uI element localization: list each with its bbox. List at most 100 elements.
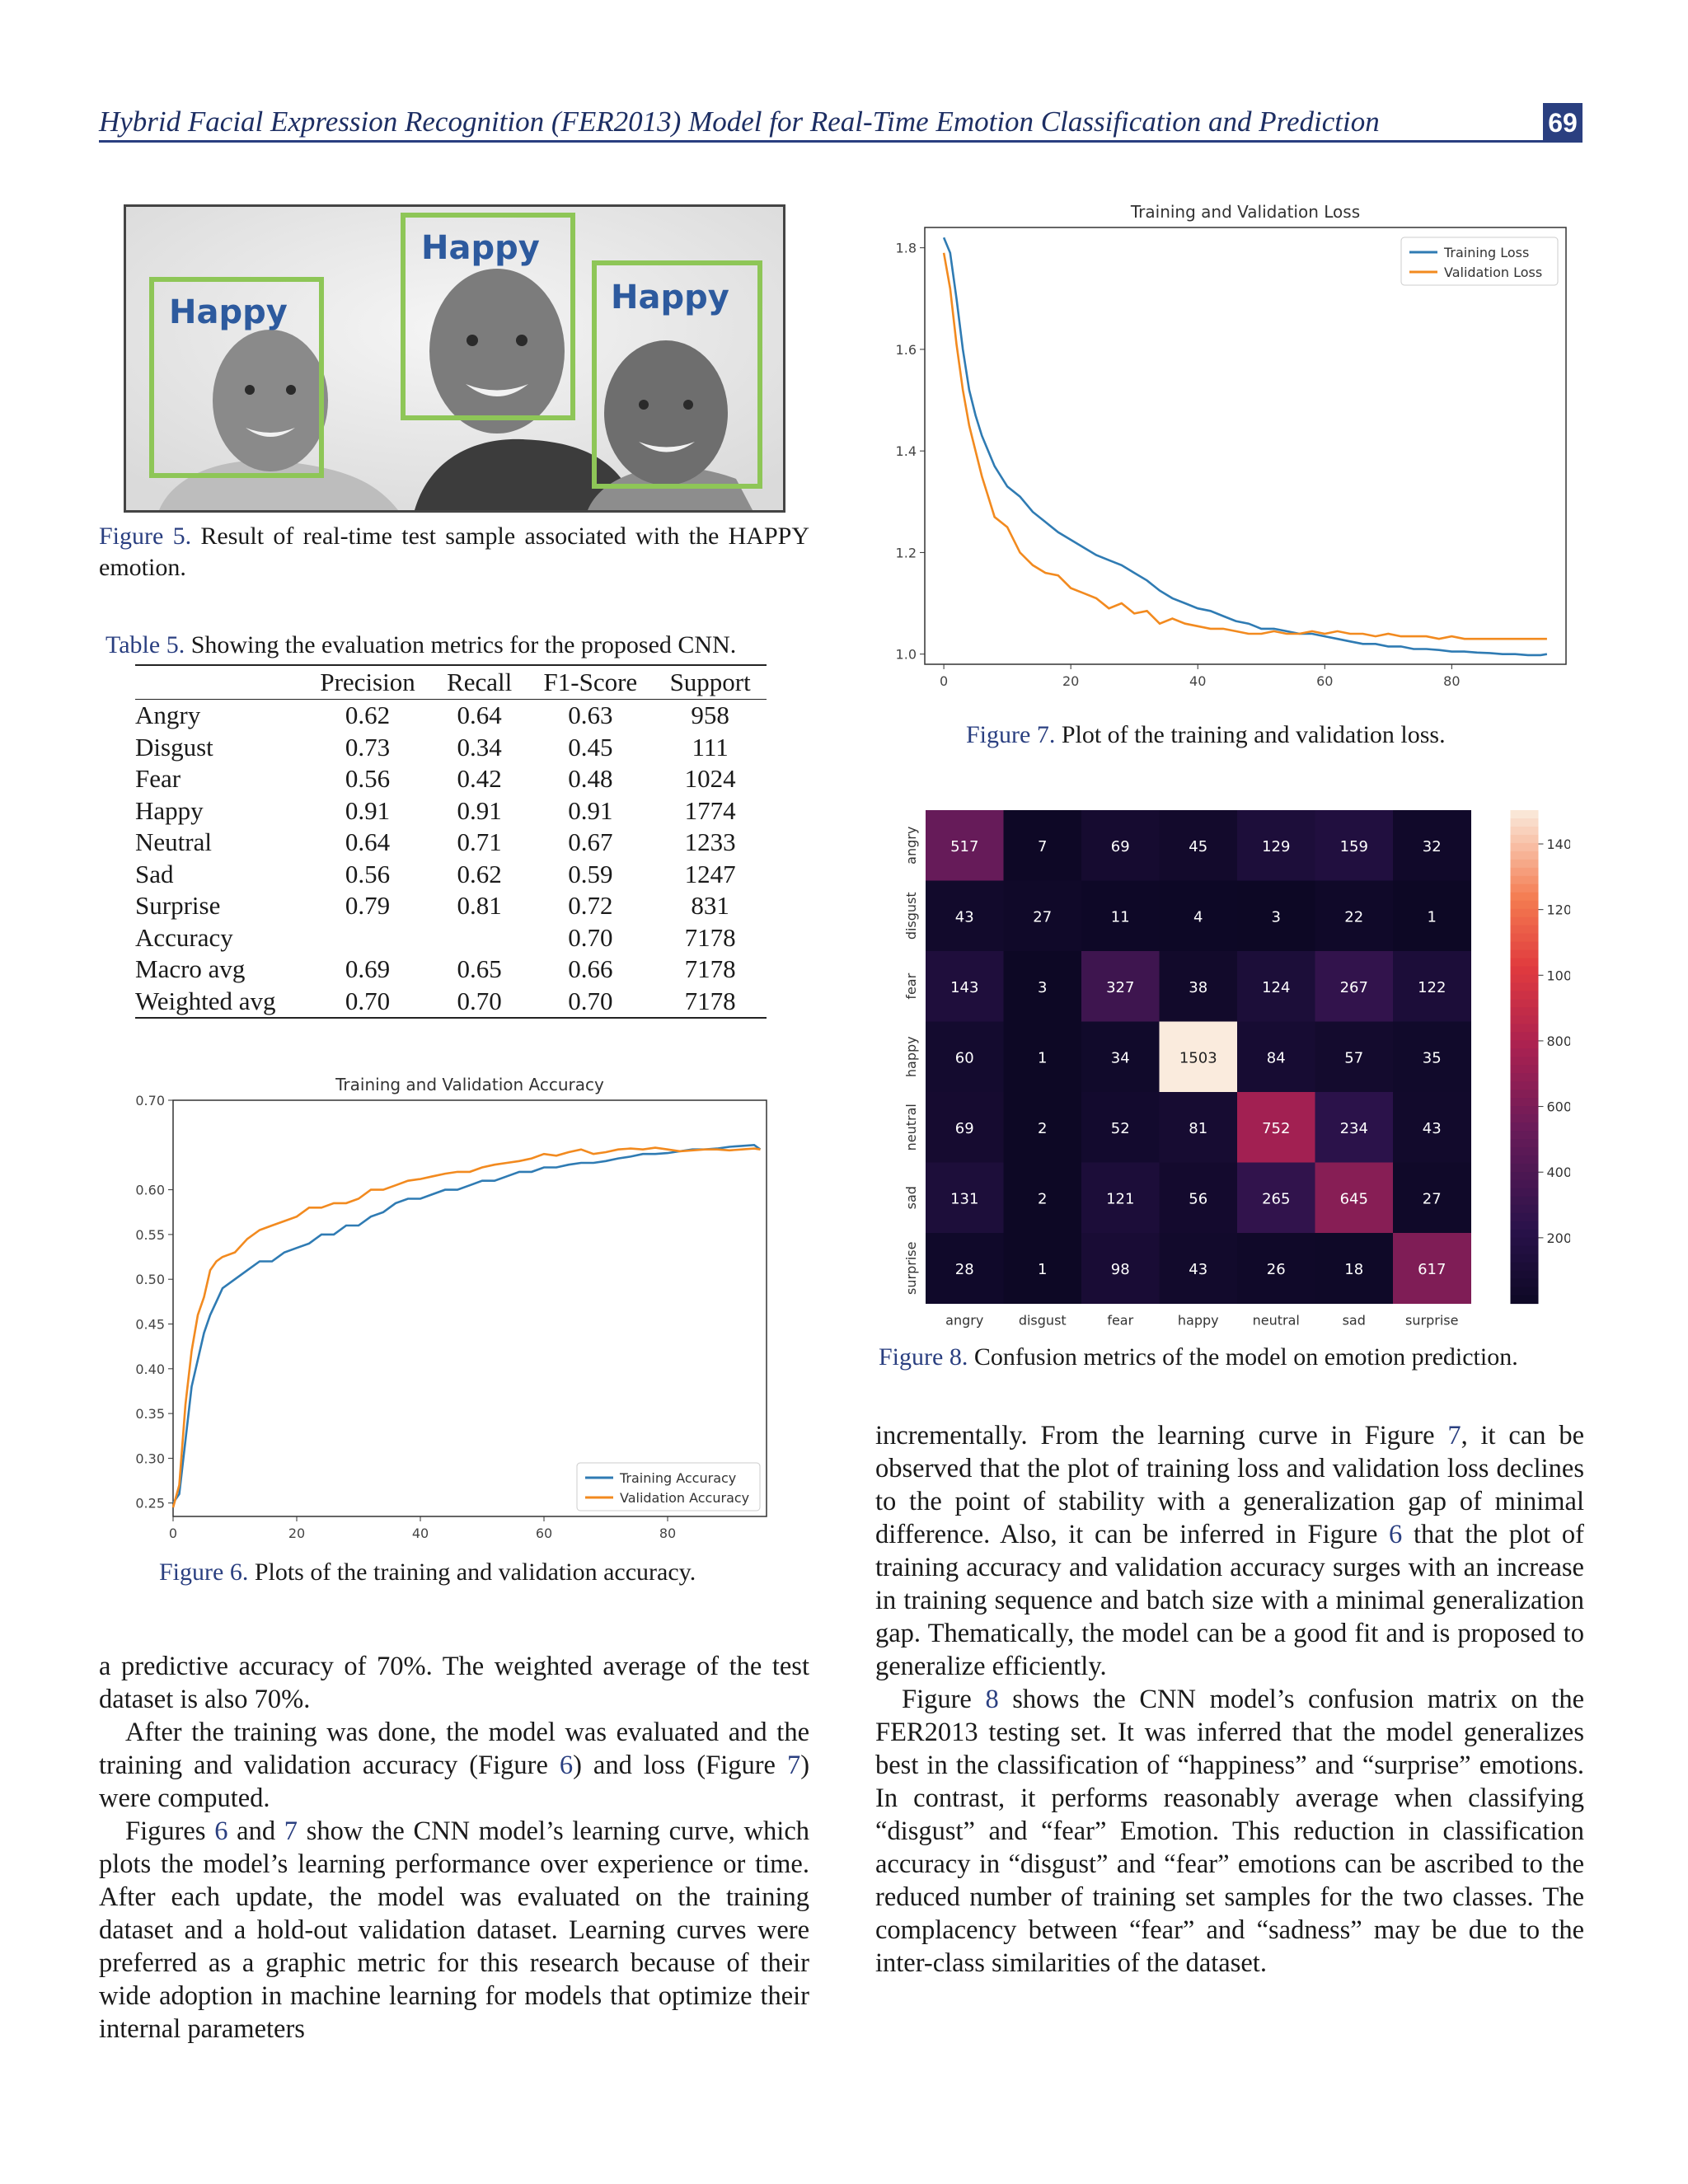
face-box-1 — [149, 277, 324, 478]
loss-chart: Training and Validation Loss 1.0 1.2 1.4 1.6… — [896, 202, 1567, 689]
table-cell: 1774 — [684, 795, 736, 825]
heatmap-cell — [1237, 1092, 1315, 1163]
table-row: Accuracy 0.70 7178 — [135, 922, 767, 954]
table-row: Angry 0.62 0.64 0.63 958 — [135, 700, 767, 732]
heatmap-cell — [1159, 810, 1238, 881]
cell-value: 43 — [1189, 1261, 1207, 1278]
cell-value: 7 — [1038, 838, 1047, 855]
colorbar-tick-label: 400 — [1547, 1165, 1571, 1180]
y-tick-label: 0.35 — [135, 1406, 165, 1422]
figure8-caption-text: Confusion metrics of the model on emotio… — [968, 1343, 1518, 1371]
legend-label: Training Loss — [1443, 245, 1529, 260]
cell-value: 43 — [1423, 1120, 1442, 1137]
figure-ref-link[interactable]: 7 — [1447, 1421, 1461, 1451]
colorbar-segment — [1510, 1146, 1539, 1156]
face-2-features — [466, 335, 528, 396]
figure-ref-link[interactable]: 6 — [559, 1750, 574, 1780]
table-cell: 0.70 — [345, 986, 391, 1015]
colorbar-segment — [1510, 982, 1539, 992]
heatmap-cell — [1159, 1162, 1238, 1234]
y-tick-label: 1.6 — [896, 342, 917, 358]
colorbar-segment — [1510, 867, 1539, 877]
table-cell: 958 — [691, 701, 729, 730]
heatmap-cell — [1393, 1092, 1471, 1163]
heatmap-cell — [1237, 1162, 1315, 1234]
figure-ref-link[interactable]: 7 — [284, 1816, 298, 1846]
heatmap-cell — [1315, 1162, 1394, 1234]
x-tick-label: 60 — [536, 1526, 552, 1541]
colorbar-segment — [1510, 991, 1539, 1001]
legend-box — [576, 1462, 761, 1511]
table-cell: 111 — [692, 732, 729, 762]
table-cell: 0.72 — [568, 891, 613, 921]
figure7-caption-label: Figure 7. — [966, 721, 1056, 748]
table-cell: 0.45 — [568, 732, 613, 762]
table-cell: 0.42 — [457, 764, 502, 794]
table-row: Surprise 0.79 0.81 0.72 831 — [135, 890, 767, 922]
cell-value: 43 — [955, 908, 974, 926]
y-tick-label: 1.2 — [896, 545, 917, 560]
cell-value: 32 — [1423, 838, 1442, 855]
y-tick-label: 1.4 — [896, 443, 917, 459]
figure-ref-link[interactable]: 7 — [786, 1750, 801, 1780]
table-cell: Disgust — [135, 732, 213, 762]
y-tick-label: 1.8 — [896, 241, 917, 256]
cell-value: 35 — [1423, 1049, 1442, 1066]
heatmap-cell — [1237, 880, 1315, 952]
figure-ref-link[interactable]: 6 — [1389, 1520, 1403, 1549]
colorbar-segment — [1510, 1057, 1539, 1066]
heatmap-cell — [1003, 880, 1082, 952]
colorbar-segment — [1510, 1131, 1539, 1140]
table-cell: 0.62 — [345, 701, 391, 730]
heatmap-cell — [1003, 1233, 1082, 1304]
colorbar-segment — [1510, 900, 1539, 910]
running-title: Hybrid Facial Expression Recognition (FE… — [99, 105, 1380, 138]
colorbar-segment — [1510, 999, 1539, 1008]
cell-value: 3 — [1038, 979, 1047, 996]
text-run: ) were computed. — [99, 1750, 810, 1813]
heatmap-cell — [926, 1021, 1004, 1093]
x-axis-label: fear — [1107, 1313, 1133, 1329]
y-axis-label: fear — [903, 972, 919, 999]
x-tick-label: 20 — [1062, 673, 1079, 689]
faces-illustration — [126, 207, 783, 510]
text-run: and — [227, 1816, 284, 1846]
table-cell: 7178 — [684, 922, 736, 952]
colorbar-segment — [1510, 834, 1539, 844]
table-row: Disgust 0.73 0.34 0.45 111 — [135, 732, 767, 764]
heatmap-cell — [1315, 1092, 1394, 1163]
cell-value: 752 — [1262, 1120, 1290, 1137]
heatmap-cell — [1081, 1233, 1160, 1304]
cell-value: 121 — [1106, 1190, 1134, 1207]
heatmap-cell — [1393, 810, 1471, 881]
table-cell: 0.64 — [345, 827, 391, 857]
figure-ref-link[interactable]: 6 — [214, 1816, 228, 1846]
page-number: 69 — [1543, 103, 1582, 143]
y-axis-label: happy — [903, 1036, 919, 1077]
table-cell: 7178 — [684, 954, 736, 984]
figure5-caption: Figure 5. Result of real-time test sampl… — [99, 521, 809, 583]
table-cell: 0.65 — [457, 954, 502, 984]
colorbar-segment — [1510, 1196, 1539, 1206]
table-cell: 0.69 — [345, 954, 391, 984]
colorbar-segment — [1510, 1179, 1539, 1189]
y-tick-label: 0.50 — [135, 1272, 165, 1287]
cell-value: 57 — [1344, 1049, 1363, 1066]
series-line-training — [942, 237, 1548, 657]
heatmap-cell — [1081, 810, 1160, 881]
figure-ref-link[interactable]: 8 — [985, 1685, 999, 1714]
heatmap-cell — [1159, 1233, 1238, 1304]
chart-title: Training and Validation Accuracy — [335, 1075, 604, 1094]
text-run: that the plot of training accuracy and v… — [875, 1520, 1584, 1681]
colorbar-segment — [1510, 1295, 1539, 1305]
cell-value: 131 — [950, 1190, 978, 1207]
colorbar-segment — [1510, 1106, 1539, 1115]
table-row: Sad 0.56 0.62 0.59 1247 — [135, 859, 767, 891]
x-tick-label: 40 — [1189, 673, 1206, 689]
heatmap-cell — [1393, 951, 1471, 1022]
figure5-caption-label: Figure 5. — [99, 523, 192, 550]
table-header-row: Precision Recall F1-Score Support — [135, 665, 767, 700]
heatmap-cell — [1315, 1233, 1394, 1304]
table5-caption: Table 5. Showing the evaluation metrics … — [106, 630, 736, 661]
colorbar-segment — [1510, 1286, 1539, 1296]
